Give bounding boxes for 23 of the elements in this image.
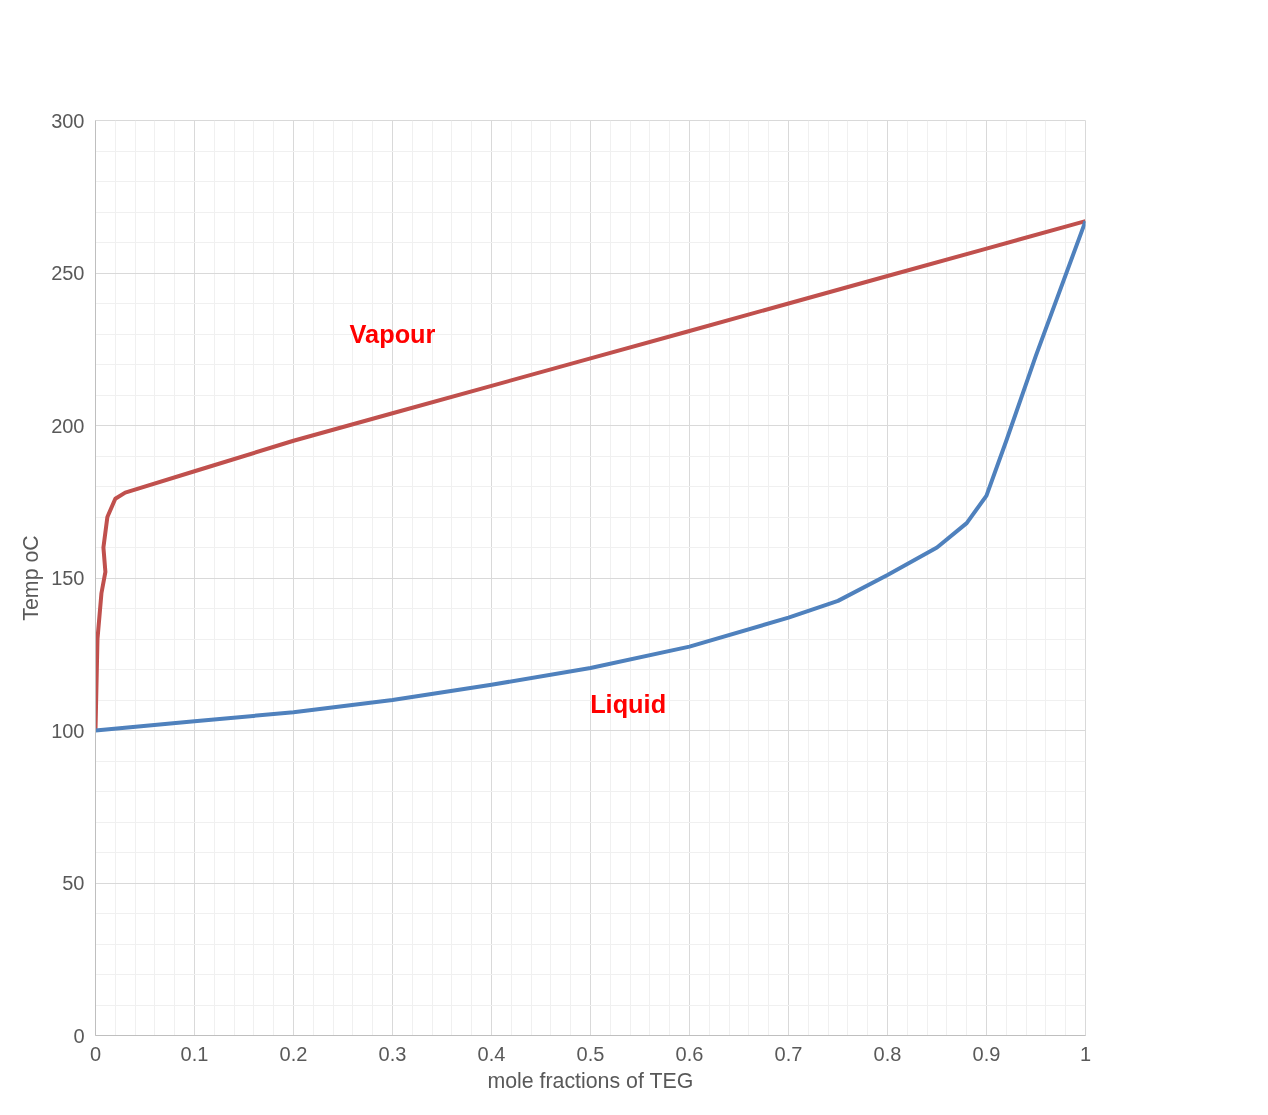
x-axis-title: mole fractions of TEG — [487, 1068, 694, 1093]
x-tick-label: 1 — [1079, 1042, 1092, 1065]
x-tick-label: 0.6 — [675, 1042, 704, 1065]
x-tick-label: 0.8 — [873, 1042, 902, 1065]
y-tick-label: 250 — [51, 262, 85, 284]
x-tick-label: 0.9 — [972, 1042, 1001, 1065]
x-tick-label: 0.5 — [576, 1042, 605, 1065]
y-tick-label: 150 — [51, 567, 85, 589]
annotation: Liquid — [590, 690, 667, 719]
x-tick-label: 0.1 — [180, 1042, 209, 1065]
y-axis-title: Temp oC — [19, 535, 44, 621]
y-tick-label: 0 — [73, 1024, 85, 1047]
x-tick-label: 0.3 — [378, 1042, 407, 1065]
x-tick-label: 0 — [89, 1042, 102, 1065]
line-series — [95, 219, 1086, 733]
x-tick-label: 0.2 — [279, 1042, 308, 1065]
x-tick-label: 0.7 — [774, 1042, 803, 1065]
x-tick-label: 0.4 — [477, 1042, 506, 1065]
y-tick-label: 50 — [62, 872, 85, 894]
annotation: Vapour — [349, 319, 436, 348]
y-tick-label: 300 — [51, 109, 85, 132]
y-tick-label: 100 — [51, 719, 85, 742]
y-tick-label: 200 — [51, 414, 85, 437]
